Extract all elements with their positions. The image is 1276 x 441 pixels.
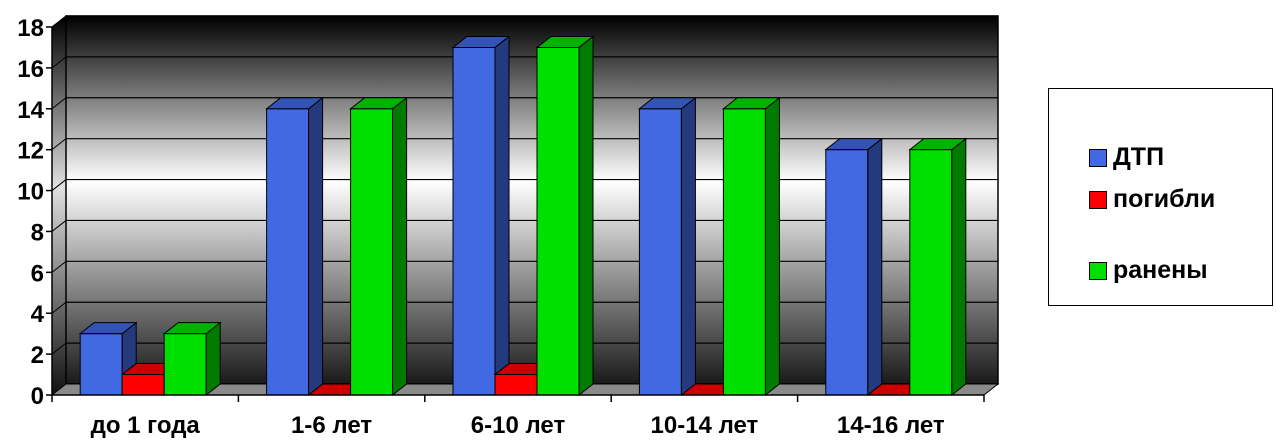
bar-front (536, 46, 580, 396)
bar-front (722, 108, 766, 396)
bar (535, 35, 595, 397)
y-tick-label: 14 (17, 97, 44, 124)
legend-swatch-pogibli (1089, 190, 1107, 209)
y-tick-label: 12 (17, 138, 44, 165)
y-tick-label: 2 (31, 342, 44, 369)
legend-swatch-raneny (1089, 261, 1107, 280)
bar-front (266, 108, 310, 396)
bar-top (824, 138, 884, 151)
bar (162, 321, 222, 397)
bar-top (721, 97, 781, 110)
gridline-side (51, 15, 67, 28)
y-axis-ticks: 0 2 4 6 8 10 12 14 16 18 (17, 15, 52, 410)
y-tick-label: 16 (17, 56, 44, 83)
x-tick-label: до 1 года (91, 412, 201, 439)
bar-side (680, 96, 696, 397)
bar (637, 96, 697, 397)
bar-side (205, 321, 221, 397)
bar (721, 96, 781, 397)
legend-item-raneny: ранены (1089, 256, 1208, 285)
bar-front (79, 333, 123, 396)
bar-top (78, 322, 138, 335)
bar-front (638, 108, 682, 396)
bar-top (162, 322, 222, 335)
gridline-side (51, 179, 67, 191)
bar-top (265, 97, 325, 110)
bar-side (494, 35, 510, 397)
y-tick-label: 0 (31, 383, 44, 410)
bars (78, 35, 968, 397)
bar (824, 137, 884, 397)
bar (265, 96, 325, 397)
legend-swatch-dtp (1089, 148, 1107, 167)
x-tick-label: 10-14 лет (651, 412, 759, 439)
bar-side (951, 137, 967, 397)
gridline-side (51, 260, 67, 273)
x-axis-ticks: до 1 года 1-6 лет 6-10 лет 10-14 лет 14-16 л… (51, 395, 985, 439)
bar-front (494, 374, 538, 396)
gridline-side (51, 138, 67, 151)
gridline-side (51, 97, 67, 110)
bar-top (451, 35, 511, 48)
bar (349, 96, 409, 397)
bar-side (308, 96, 324, 397)
bar-front (825, 149, 869, 396)
legend-label-dtp: ДТП (1113, 143, 1165, 171)
bar-top (908, 138, 968, 151)
bar-top (637, 97, 697, 110)
bar-top (535, 35, 595, 48)
bar-front (350, 108, 394, 396)
y-tick-label: 4 (31, 301, 45, 328)
x-tick-label: 6-10 лет (471, 412, 566, 439)
gridline-side (51, 220, 67, 232)
legend: ДТП погибли ранены (1048, 88, 1273, 306)
gridline-side (51, 342, 67, 355)
x-tick-label: 14-16 лет (837, 412, 945, 439)
bar-top (349, 97, 409, 110)
bar-front (452, 46, 496, 396)
gridline-side (51, 301, 67, 314)
x-tick-label: 1-6 лет (291, 412, 372, 439)
y-tick-label: 8 (31, 219, 44, 246)
legend-item-pogibli: погибли (1089, 185, 1215, 214)
bar-side (392, 96, 408, 397)
bar (451, 35, 511, 397)
bar (908, 137, 968, 397)
bar-side (578, 35, 594, 397)
bar-front (909, 149, 953, 396)
bar-side (867, 137, 883, 397)
y-tick-label: 6 (31, 260, 44, 287)
legend-label-raneny: ранены (1113, 256, 1208, 284)
side-wall (51, 14, 67, 397)
legend-label-pogibli: погибли (1113, 185, 1216, 213)
gridline-side (51, 56, 67, 69)
bar-side (764, 96, 780, 397)
y-tick-label: 10 (17, 179, 44, 206)
y-tick-label: 18 (17, 15, 44, 42)
bar-front (163, 333, 207, 396)
bar-front (121, 374, 165, 396)
legend-item-dtp: ДТП (1089, 143, 1164, 172)
